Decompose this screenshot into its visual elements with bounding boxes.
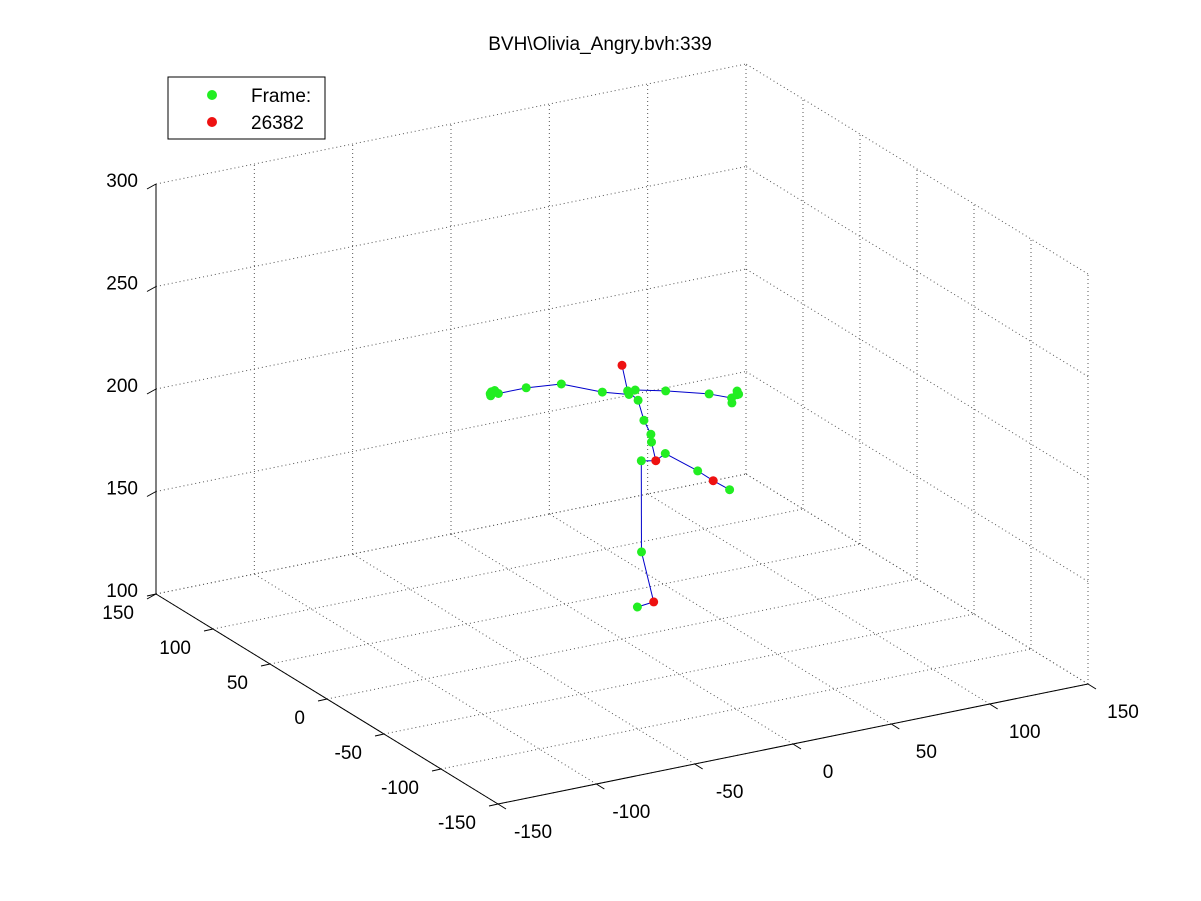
y-tick-label: 150: [102, 603, 134, 624]
chart-title: BVH\Olivia_Angry.bvh:339: [488, 34, 712, 55]
joint-point: [632, 602, 642, 612]
grid-floor-x: [450, 533, 794, 745]
joint-point: [637, 547, 646, 557]
x-tick-mark: [694, 763, 703, 770]
joint-point: [633, 395, 643, 405]
joint-point: [623, 386, 633, 396]
x-tick-label: 50: [916, 742, 937, 763]
grid-floor-x: [647, 493, 990, 705]
grid-sidewall-z: [745, 473, 1089, 685]
grid-backwall-z: [155, 473, 747, 595]
joint-point: [493, 389, 503, 398]
bone-segment: [498, 387, 527, 394]
bone-segment: [640, 551, 655, 602]
y-tick-label: -150: [438, 813, 476, 834]
highlight-joint-point: [649, 597, 659, 607]
z-tick-label: 100: [106, 581, 138, 602]
legend-label-highlight: 26382: [251, 113, 304, 134]
grid-lines: [155, 63, 1089, 805]
joint-point: [693, 466, 703, 476]
skeleton-bones: [490, 365, 738, 608]
joint-point: [636, 456, 646, 466]
bone-segment: [665, 390, 710, 395]
joint-point: [647, 437, 656, 447]
legend-marker-highlight: [207, 117, 217, 127]
grid-floor-y: [269, 543, 861, 665]
x-tick-mark: [891, 723, 900, 730]
x-tick-label: -150: [514, 822, 552, 843]
x-tick-label: -100: [612, 802, 650, 823]
y-tick-mark: [317, 698, 328, 702]
legend: Frame: 26382: [167, 76, 326, 140]
joint-point: [630, 385, 640, 395]
grid-sidewall-z: [745, 166, 1089, 377]
highlight-joint-point: [617, 360, 627, 370]
grid-backwall-z: [155, 268, 747, 390]
joint-point: [704, 389, 714, 399]
y-tick-mark: [203, 628, 214, 632]
x-tick-mark: [989, 703, 998, 710]
z-tick-label: 300: [106, 171, 138, 192]
grid-sidewall-z: [745, 371, 1089, 582]
y-tick-label: 100: [159, 638, 191, 659]
y-tick-mark: [374, 733, 385, 737]
x-tick-label: -50: [716, 782, 743, 803]
grid-floor-y: [326, 578, 918, 700]
grid-floor-x: [549, 513, 892, 725]
legend-marker-frame: [207, 90, 217, 100]
grid-backwall-z: [155, 63, 747, 185]
z-tick-mark: [146, 286, 157, 292]
y-tick-label: 0: [294, 708, 305, 729]
joint-point: [725, 485, 735, 495]
z-tick-mark: [146, 593, 157, 600]
y-tick-label: -50: [335, 743, 362, 764]
bone-segment: [635, 389, 666, 392]
joint-point: [661, 386, 671, 396]
x-tick-mark: [596, 783, 605, 790]
joint-point: [646, 429, 656, 439]
z-tick-label: 150: [106, 479, 138, 500]
grid-floor-y: [383, 613, 975, 735]
y-tick-mark: [260, 663, 271, 667]
joint-point: [556, 379, 566, 389]
x-tick-mark: [1087, 683, 1097, 690]
z-tick-mark: [146, 388, 157, 395]
x-tick-label: 0: [823, 762, 834, 783]
y-tick-mark: [488, 803, 499, 807]
bone-segment: [561, 383, 603, 393]
z-tick-mark: [146, 491, 157, 497]
z-tick-label: 250: [106, 274, 138, 295]
y-tick-label: -100: [381, 778, 419, 799]
grid-sidewall-z: [745, 63, 1089, 275]
y-tick-mark: [431, 768, 442, 772]
x-tick-mark: [497, 803, 507, 810]
joint-point: [660, 449, 670, 458]
joint-point: [732, 390, 742, 400]
grid-sidewall-z: [745, 268, 1089, 480]
grid-backwall-z: [155, 166, 747, 287]
joint-markers: [485, 360, 744, 612]
x-tick-label: 150: [1107, 702, 1139, 723]
legend-box: [167, 76, 326, 140]
y-tick-label: 50: [227, 673, 248, 694]
grid-floor-y: [440, 648, 1032, 770]
highlight-joint-point: [651, 456, 661, 466]
bone-segment: [526, 383, 562, 389]
axes: -150-100-50050100150150100500-50-100-150…: [102, 171, 1139, 843]
bone-segment: [665, 453, 698, 472]
z-tick-label: 200: [106, 376, 138, 397]
highlight-joint-point: [708, 476, 718, 486]
z-tick-mark: [146, 183, 157, 190]
grid-backwall-z: [155, 371, 747, 492]
x-tick-label: 100: [1009, 722, 1041, 743]
x-tick-mark: [792, 743, 802, 750]
legend-label-frame: Frame:: [251, 86, 311, 107]
joint-point: [727, 398, 737, 408]
joint-point: [639, 415, 649, 425]
grid-floor-y: [212, 508, 804, 630]
joint-point: [597, 387, 607, 397]
joint-point: [521, 383, 531, 393]
